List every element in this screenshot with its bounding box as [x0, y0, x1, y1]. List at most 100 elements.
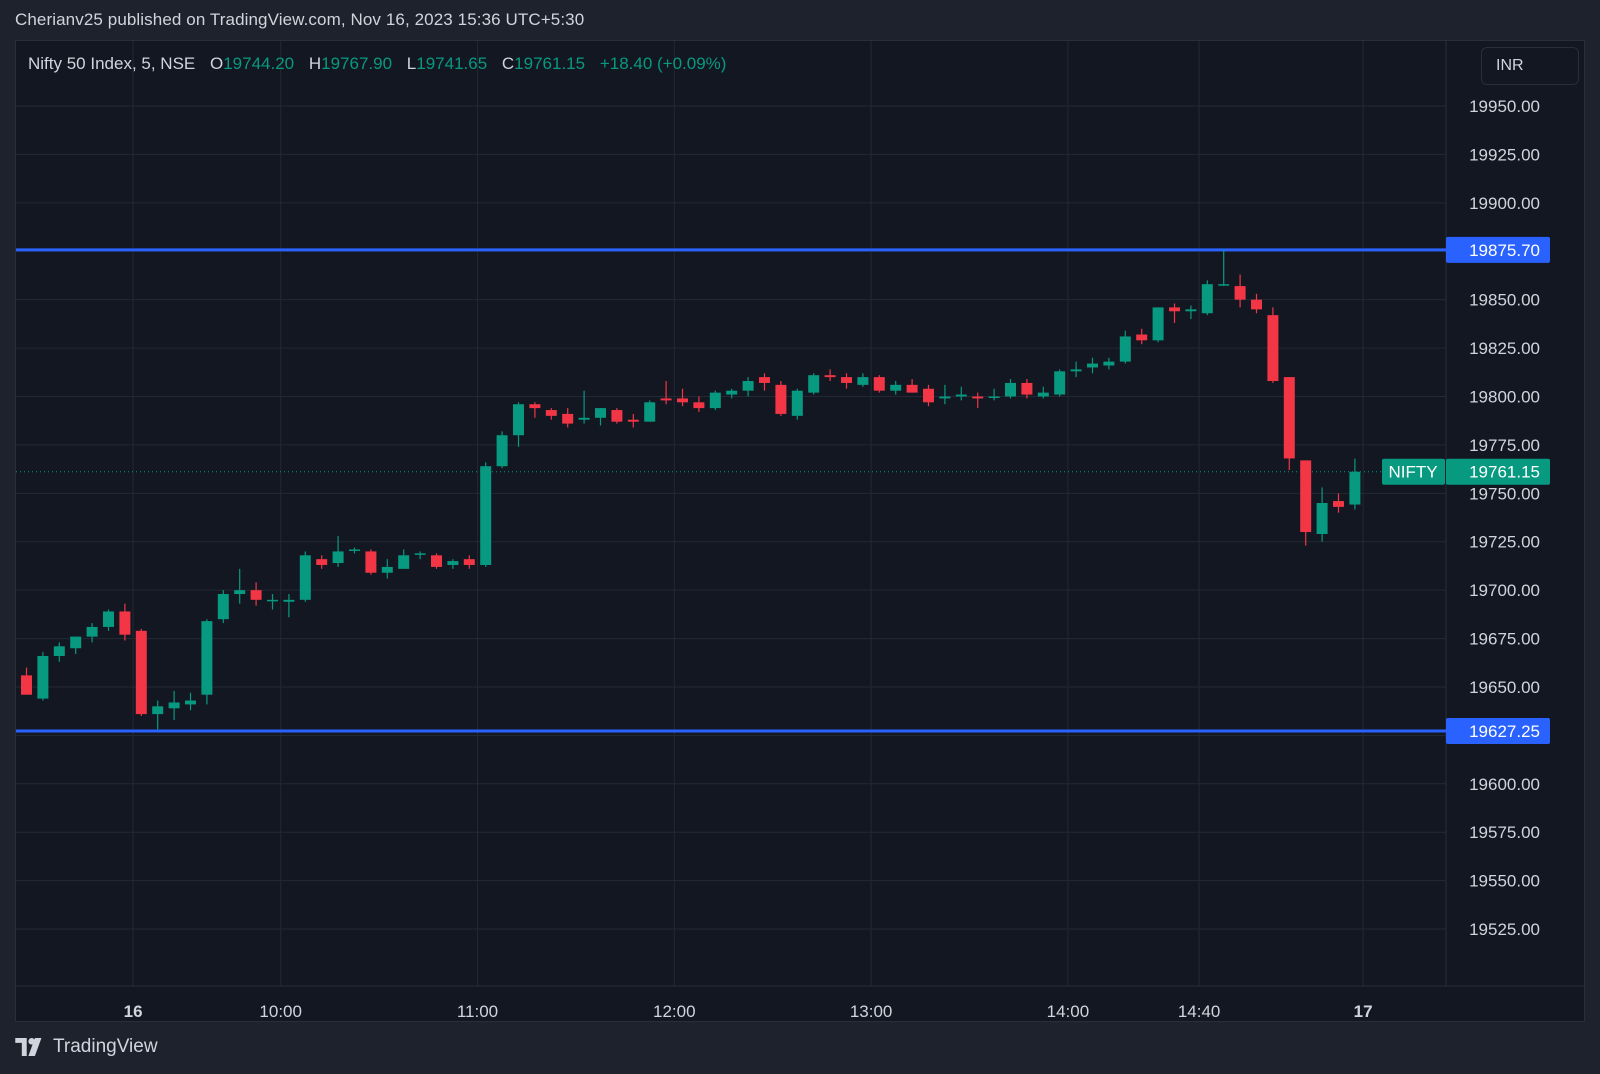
- candle-body[interactable]: [1251, 299, 1262, 310]
- candle-body[interactable]: [545, 410, 557, 416]
- candle-body[interactable]: [1054, 371, 1066, 395]
- candle-body[interactable]: [496, 435, 508, 467]
- candle-body[interactable]: [873, 377, 885, 391]
- candle-body[interactable]: [217, 594, 229, 620]
- candle-body[interactable]: [447, 561, 459, 565]
- candle-body[interactable]: [972, 396, 984, 399]
- candle-body[interactable]: [37, 655, 49, 699]
- candle-body[interactable]: [53, 646, 65, 656]
- candle-body[interactable]: [135, 630, 147, 715]
- candle-body[interactable]: [1152, 307, 1164, 341]
- candle-body[interactable]: [611, 410, 623, 422]
- symbol-title[interactable]: Nifty 50 Index, 5, NSE: [28, 54, 196, 73]
- candle-body[interactable]: [1119, 336, 1131, 362]
- candle-body[interactable]: [1267, 315, 1279, 381]
- candle-body[interactable]: [381, 566, 393, 573]
- level-price-label: 19627.25: [1469, 722, 1540, 741]
- candle-body[interactable]: [1201, 284, 1213, 314]
- candlestick-chart[interactable]: 19950.0019925.0019900.0019875.0019850.00…: [16, 41, 1585, 1022]
- chart-container[interactable]: 19950.0019925.0019900.0019875.0019850.00…: [15, 40, 1585, 1022]
- candle-body[interactable]: [677, 398, 688, 403]
- candle-body[interactable]: [1103, 361, 1115, 366]
- candle-body[interactable]: [841, 377, 852, 383]
- candle-body[interactable]: [431, 555, 442, 567]
- candle-body[interactable]: [1300, 460, 1312, 533]
- candle-body[interactable]: [562, 413, 574, 424]
- candle-body[interactable]: [627, 419, 639, 422]
- candle-body[interactable]: [119, 611, 131, 635]
- candle-body[interactable]: [759, 377, 770, 383]
- candle-body[interactable]: [201, 621, 213, 695]
- candle-body[interactable]: [1169, 307, 1180, 312]
- level-price-label: 19875.70: [1469, 241, 1540, 260]
- candle-body[interactable]: [283, 599, 295, 602]
- candle-body[interactable]: [86, 626, 98, 637]
- candle-body[interactable]: [365, 551, 377, 573]
- price-tick-label: 19575.00: [1469, 823, 1540, 842]
- candle-body[interactable]: [742, 380, 754, 391]
- currency-button[interactable]: INR: [1481, 47, 1579, 85]
- candle-body[interactable]: [349, 549, 360, 551]
- candle-body[interactable]: [939, 396, 951, 399]
- candle-body[interactable]: [1333, 501, 1344, 507]
- candle-body[interactable]: [1005, 382, 1016, 397]
- candle-body[interactable]: [775, 384, 787, 414]
- candle-body[interactable]: [21, 675, 32, 695]
- candle-body[interactable]: [316, 559, 328, 565]
- price-tick-label: 19900.00: [1469, 194, 1540, 213]
- candle-body[interactable]: [103, 611, 114, 627]
- time-tick-label: 10:00: [259, 1002, 302, 1021]
- open-value: 19744.20: [223, 54, 295, 73]
- candle-body[interactable]: [513, 404, 524, 436]
- candle-body[interactable]: [1021, 382, 1033, 395]
- time-tick-label: 12:00: [653, 1002, 696, 1021]
- candle-body[interactable]: [693, 402, 705, 409]
- candle-body[interactable]: [644, 402, 656, 422]
- candle-body[interactable]: [1218, 284, 1230, 286]
- candle-body[interactable]: [791, 390, 803, 416]
- candle-body[interactable]: [299, 555, 311, 600]
- candle-body[interactable]: [808, 375, 820, 393]
- candle-body[interactable]: [414, 553, 426, 555]
- candle-body[interactable]: [480, 466, 492, 565]
- candle-body[interactable]: [185, 700, 196, 705]
- candle-body[interactable]: [398, 555, 410, 569]
- candle-body[interactable]: [1349, 471, 1361, 505]
- time-tick-label: 14:00: [1047, 1002, 1090, 1021]
- candle-body[interactable]: [1316, 503, 1328, 534]
- candle-body[interactable]: [578, 417, 590, 420]
- candle-body[interactable]: [890, 384, 902, 391]
- candle-body[interactable]: [906, 384, 918, 393]
- candle-body[interactable]: [70, 636, 82, 649]
- candle-body[interactable]: [463, 559, 475, 565]
- tradingview-logo[interactable]: TradingView: [15, 1036, 158, 1058]
- price-tick-label: 19950.00: [1469, 97, 1540, 116]
- candle-body[interactable]: [988, 396, 1000, 398]
- candle-body[interactable]: [1283, 377, 1295, 459]
- candle-body[interactable]: [1087, 363, 1098, 368]
- high-value: 19767.90: [321, 54, 393, 73]
- candle-body[interactable]: [726, 390, 738, 395]
- candle-body[interactable]: [595, 408, 606, 418]
- candle-body[interactable]: [857, 377, 869, 385]
- candle-body[interactable]: [709, 392, 721, 409]
- candle-body[interactable]: [955, 394, 967, 397]
- candle-body[interactable]: [660, 398, 672, 401]
- candle-body[interactable]: [529, 404, 541, 409]
- candle-body[interactable]: [1234, 286, 1246, 300]
- candle-body[interactable]: [267, 599, 278, 602]
- symbol-tag: [1382, 458, 1445, 485]
- candle-body[interactable]: [1070, 369, 1082, 372]
- candle-body[interactable]: [250, 590, 262, 600]
- candle-body[interactable]: [923, 388, 934, 403]
- candle-body[interactable]: [1185, 309, 1197, 312]
- candle-body[interactable]: [332, 551, 344, 564]
- candle-body[interactable]: [152, 706, 164, 715]
- tradingview-logo-icon: [15, 1038, 42, 1056]
- candle-body[interactable]: [1037, 392, 1049, 397]
- price-tick-label: 19825.00: [1469, 339, 1540, 358]
- candle-body[interactable]: [824, 375, 836, 378]
- candle-body[interactable]: [1136, 334, 1148, 341]
- candle-body[interactable]: [168, 702, 180, 709]
- candle-body[interactable]: [234, 590, 246, 595]
